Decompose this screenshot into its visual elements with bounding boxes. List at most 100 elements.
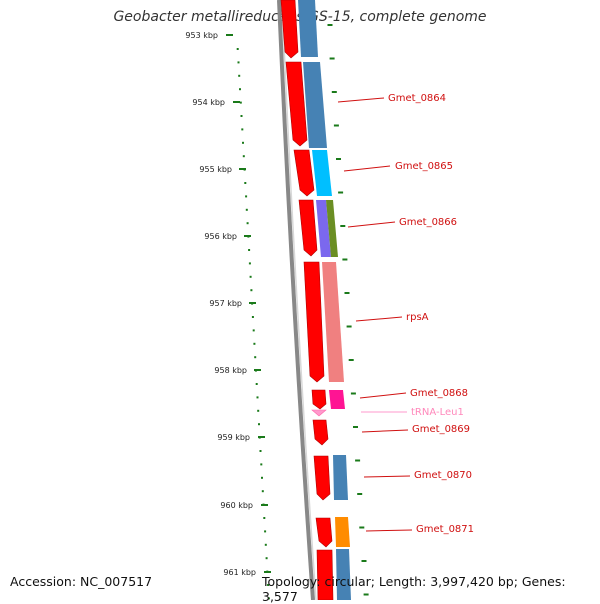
minor-tick-dash — [340, 225, 346, 227]
tick-label-954: 954 kbp — [192, 98, 225, 107]
minor-tick-dash — [342, 258, 348, 261]
minor-tick-dot — [242, 141, 244, 144]
trna-label-leu1: tRNA-Leu1 — [411, 407, 464, 418]
kbp-ruler: 953 kbp 954 kbp 955 kbp 956 kbp 957 kbp … — [185, 31, 271, 577]
ruler-tick: 956 kbp — [204, 232, 251, 241]
minor-tick-dot — [243, 168, 246, 171]
minor-tick-dot — [239, 88, 241, 91]
minor-tick-dash — [329, 57, 335, 60]
cds-arrow — [285, 61, 308, 147]
genome-backbone — [277, 0, 315, 600]
minor-tick-dot — [246, 222, 249, 225]
label-leaders — [337, 97, 413, 532]
cds-arrow — [315, 517, 333, 548]
ruler-tick: 957 kbp — [209, 299, 256, 308]
minor-tick-dot — [251, 316, 254, 318]
minor-tick-dot — [248, 249, 251, 251]
minor-tick-dot — [245, 208, 248, 211]
minor-tick-dot — [263, 517, 266, 519]
minor-tick-dot — [258, 423, 260, 426]
cog-block — [312, 150, 332, 196]
ruler-tick: 958 kbp — [214, 366, 261, 375]
minor-tick-dot — [241, 128, 244, 131]
leader-line — [363, 475, 411, 478]
gene-label-rpsa: rpsA — [406, 312, 429, 323]
minor-tick-dot — [267, 584, 270, 586]
tick-label-958: 958 kbp — [214, 366, 247, 375]
minor-tick-dash — [338, 191, 344, 194]
gene-label-gmet-0864: Gmet_0864 — [388, 93, 446, 104]
cds-arrow — [312, 419, 329, 446]
leader-line — [347, 221, 396, 228]
ruler-tick: 960 kbp — [220, 501, 268, 510]
gene-label-gmet-0869: Gmet_0869 — [412, 424, 470, 435]
minor-tick-dot — [267, 597, 270, 600]
gene-label-gmet-0870: Gmet_0870 — [414, 470, 472, 481]
minor-tick-dot — [249, 275, 252, 278]
minor-tick-dot — [251, 302, 254, 305]
cog-block — [336, 549, 351, 600]
minor-tick-dash — [346, 325, 352, 328]
minor-tick-dot — [236, 48, 239, 50]
minor-tick-dash — [348, 359, 354, 361]
minor-tick-dot — [242, 155, 245, 158]
minor-tick-dot — [262, 503, 265, 506]
minor-tick-dot — [255, 383, 258, 385]
minor-tick-dot — [247, 235, 250, 238]
cds-arrow — [316, 549, 334, 600]
ruler-tick: 959 kbp — [217, 433, 265, 442]
gene-label-gmet-0868: Gmet_0868 — [410, 388, 468, 399]
minor-ticks-left — [236, 48, 270, 600]
minor-tick-dot — [254, 369, 257, 372]
cds-arrow — [298, 199, 318, 257]
minor-tick-dash — [331, 91, 337, 93]
cds-forward-track — [280, 0, 334, 600]
ruler-tick: 955 kbp — [199, 165, 246, 174]
minor-tick-dash — [327, 24, 333, 26]
cds-arrow — [313, 455, 331, 501]
minor-tick-dot — [244, 182, 247, 184]
minor-tick-dot — [237, 61, 240, 64]
minor-tick-dot — [257, 409, 260, 412]
genome-backbone-highlight — [281, 0, 317, 600]
tick-label-953: 953 kbp — [185, 31, 218, 40]
minor-tick-dash — [353, 426, 358, 428]
cog-block — [326, 200, 338, 257]
minor-tick-dash — [359, 526, 365, 529]
gene-label-gmet-0865: Gmet_0865 — [395, 161, 453, 172]
minor-tick-dash — [336, 158, 341, 160]
minor-tick-dot — [256, 396, 259, 399]
accession-text: Accession: NC_007517 — [10, 574, 153, 589]
gene-label-gmet-0866: Gmet_0866 — [399, 217, 457, 228]
trna-marker — [311, 409, 327, 417]
minor-tick-dot — [260, 463, 263, 466]
cds-arrow — [293, 149, 315, 197]
minor-tick-dash — [350, 392, 356, 395]
minor-tick-dot — [238, 74, 241, 77]
minor-tick-dot — [258, 436, 261, 439]
minor-tick-dot — [261, 490, 264, 493]
gene-labels: Gmet_0864 Gmet_0865 Gmet_0866 rpsA Gmet_… — [388, 93, 474, 535]
leader-line — [337, 97, 385, 103]
cog-track — [298, 0, 351, 600]
minor-tick-dot — [259, 450, 262, 452]
leader-line — [361, 429, 409, 433]
minor-tick-dot — [239, 101, 242, 104]
cog-block — [335, 517, 350, 547]
minor-tick-dash — [357, 493, 363, 495]
minor-tick-dot — [264, 543, 267, 546]
tick-label-959: 959 kbp — [217, 433, 250, 442]
minor-tick-dot — [252, 329, 255, 332]
tick-label-957: 957 kbp — [209, 299, 242, 308]
minor-tick-dash — [361, 560, 367, 562]
tick-label-961: 961 kbp — [223, 568, 256, 577]
minor-tick-dot — [240, 115, 243, 117]
leader-line — [355, 316, 403, 322]
cog-block — [322, 262, 344, 382]
leader-line — [343, 165, 391, 172]
minor-tick-dot — [266, 570, 269, 573]
leader-line — [359, 392, 407, 399]
minor-tick-dot — [264, 530, 267, 533]
minor-tick-dot — [248, 262, 251, 265]
